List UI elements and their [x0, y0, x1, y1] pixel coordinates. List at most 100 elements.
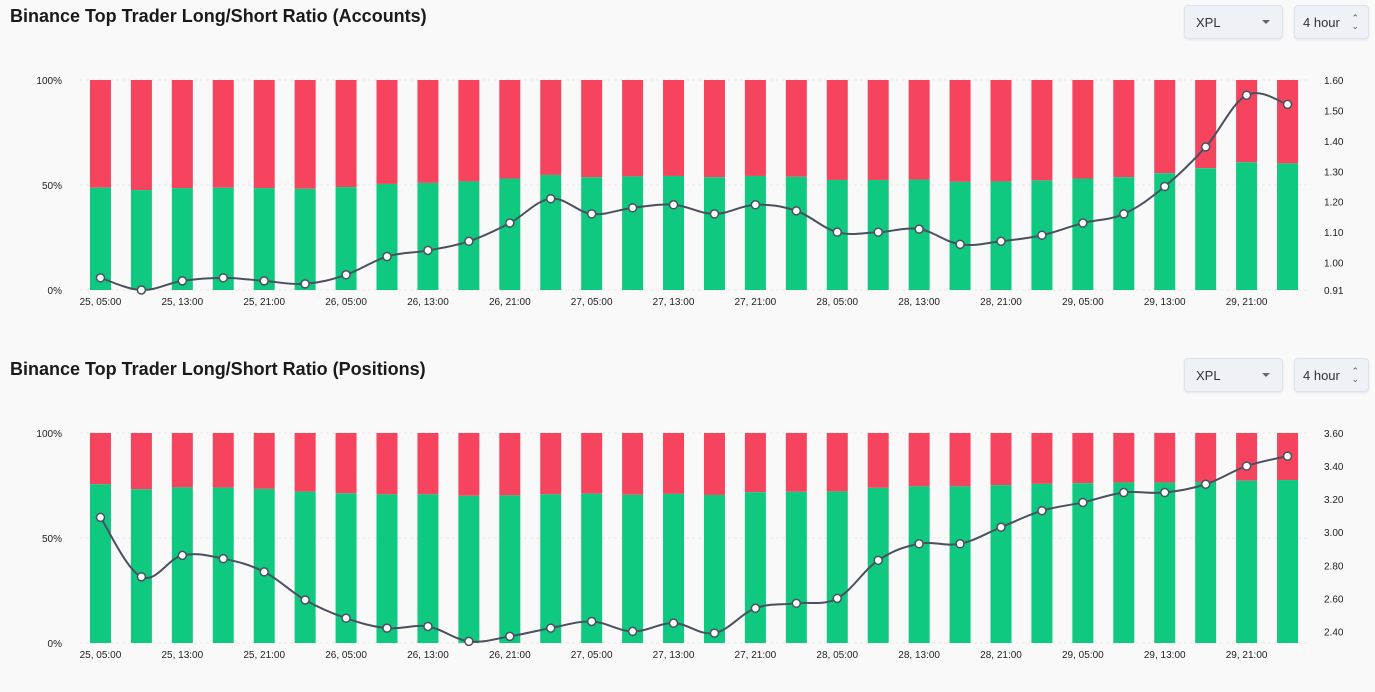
long-bar [1113, 482, 1135, 643]
ratio-point [95, 512, 106, 523]
x-tick-label: 25, 05:00 [80, 650, 122, 661]
short-bar [908, 80, 930, 180]
period-select[interactable]: 4 hour ⌃ ⌄ [1294, 358, 1369, 392]
long-bar [294, 491, 316, 643]
left-tick-label: 0% [48, 286, 63, 297]
ratio-point [627, 626, 638, 637]
ratio-point [1037, 230, 1047, 240]
ratio-point [750, 200, 761, 210]
short-bar [703, 433, 725, 495]
x-tick-label: 26, 05:00 [325, 650, 367, 661]
long-bar [703, 177, 725, 290]
short-bar [703, 80, 725, 178]
ratio-point [505, 218, 515, 228]
short-bar [294, 80, 316, 189]
short-bar [130, 433, 152, 490]
long-bar [417, 182, 439, 290]
long-bar [1031, 483, 1053, 643]
x-tick-label: 29, 05:00 [1062, 297, 1104, 308]
ratio-point [464, 636, 474, 647]
long-bar [1195, 481, 1217, 643]
x-tick-label: 29, 13:00 [1144, 650, 1186, 661]
short-bar [990, 80, 1012, 182]
short-bar [1154, 80, 1176, 174]
ratio-point [382, 251, 392, 262]
long-bar [212, 487, 234, 643]
short-bar [1031, 433, 1053, 484]
ratio-point [341, 613, 351, 623]
long-bar [458, 495, 480, 643]
long-bar [253, 188, 275, 290]
ratio-point [423, 245, 433, 256]
x-tick-label: 28, 13:00 [898, 297, 940, 308]
long-bar [826, 491, 848, 643]
short-bar [417, 80, 439, 183]
short-bar [663, 80, 685, 176]
short-bar [130, 80, 152, 191]
chevron-updown-icon: ⌃ ⌄ [1351, 366, 1359, 384]
accounts-panel: Binance Top Trader Long/Short Ratio (Acc… [0, 0, 1375, 339]
short-bar [1072, 433, 1094, 484]
ratio-line [99, 455, 1288, 643]
ratio-point [1037, 505, 1047, 516]
right-tick-label: 1.40 [1324, 137, 1344, 148]
symbol-select[interactable]: XPL [1184, 5, 1283, 39]
ratio-point [464, 236, 474, 247]
left-tick-label: 50% [42, 534, 62, 545]
long-bar [1072, 483, 1094, 643]
long-bar [867, 487, 889, 643]
right-tick-label: 3.60 [1324, 429, 1344, 440]
ratio-point [1159, 181, 1170, 192]
long-bar [1236, 480, 1258, 643]
x-tick-label: 25, 05:00 [80, 297, 122, 308]
x-tick-label: 25, 13:00 [161, 650, 203, 661]
short-bar [785, 433, 807, 492]
short-bar [990, 433, 1012, 486]
long-bar [540, 494, 562, 643]
right-tick-label: 3.20 [1324, 495, 1344, 506]
x-tick-label: 25, 13:00 [161, 297, 203, 308]
long-bar [990, 485, 1012, 643]
ratio-point [1282, 451, 1293, 461]
short-bar [171, 80, 193, 189]
x-tick-label: 28, 21:00 [980, 650, 1022, 661]
long-bar [294, 188, 316, 290]
short-bar [540, 80, 562, 175]
long-bar [990, 181, 1012, 290]
short-bar [581, 433, 603, 494]
ratio-point [1200, 142, 1211, 152]
ratio-point [382, 623, 392, 633]
short-bar [1031, 80, 1053, 181]
right-tick-label: 1.10 [1324, 228, 1344, 239]
long-bar [1195, 168, 1217, 290]
x-tick-label: 28, 21:00 [980, 297, 1022, 308]
long-bar [785, 491, 807, 643]
long-bar [212, 187, 234, 290]
period-select[interactable]: 4 hour ⌃ ⌄ [1294, 5, 1369, 39]
period-value: 4 hour [1303, 14, 1340, 30]
symbol-select[interactable]: XPL [1184, 358, 1283, 392]
x-tick-label: 25, 21:00 [243, 650, 285, 661]
long-bar [499, 178, 521, 290]
ratio-point [259, 567, 269, 577]
long-bar [1277, 480, 1299, 643]
short-bar [253, 80, 275, 189]
x-tick-label: 26, 13:00 [407, 650, 449, 661]
x-tick-label: 29, 05:00 [1062, 650, 1104, 661]
ratio-point [218, 273, 229, 283]
short-bar [1195, 433, 1217, 482]
long-bar [744, 175, 766, 290]
x-tick-label: 26, 21:00 [489, 297, 531, 308]
left-tick-label: 50% [42, 181, 62, 192]
ratio-point [668, 618, 679, 628]
ratio-point [914, 539, 924, 549]
ratio-point [832, 227, 843, 237]
ratio-line [100, 92, 1288, 292]
ratio-point [709, 209, 720, 219]
short-bar [908, 433, 930, 487]
short-bar [499, 80, 521, 179]
x-tick-label: 29, 21:00 [1226, 650, 1268, 661]
ratio-point [914, 224, 924, 234]
ratio-point [1119, 209, 1129, 219]
long-bar [89, 484, 111, 643]
